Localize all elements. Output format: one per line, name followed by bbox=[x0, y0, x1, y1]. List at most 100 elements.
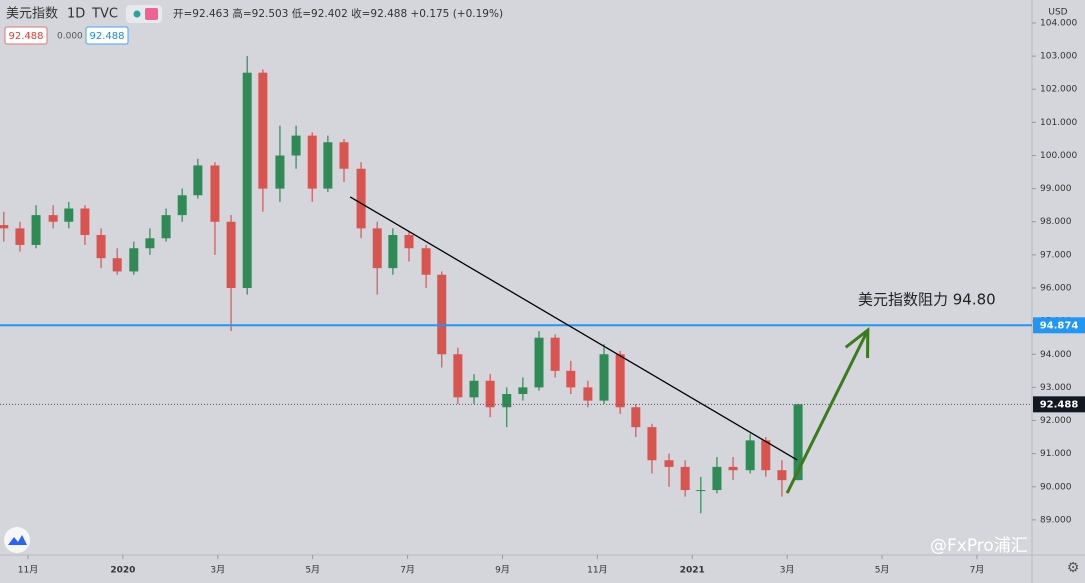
y-tick-label: 93.000 bbox=[1040, 383, 1072, 393]
status-icon bbox=[145, 8, 158, 20]
interval: 1D bbox=[67, 7, 85, 22]
candle-body bbox=[15, 228, 25, 245]
candle-body bbox=[647, 427, 657, 461]
candle-body bbox=[502, 394, 512, 408]
candle-body bbox=[680, 466, 690, 491]
x-tick-label: 3月 bbox=[780, 565, 795, 576]
arrow-head bbox=[844, 326, 870, 359]
candle-body bbox=[275, 155, 285, 189]
candle-body bbox=[518, 387, 528, 395]
candle-body bbox=[80, 208, 90, 235]
candle-body bbox=[226, 221, 236, 289]
y-tick-label: 89.000 bbox=[1040, 515, 1072, 525]
y-unit: USD bbox=[1048, 8, 1067, 18]
candle-body bbox=[712, 466, 722, 491]
candle-body bbox=[193, 165, 203, 196]
candle-body bbox=[242, 72, 252, 289]
candle-body bbox=[339, 142, 349, 169]
status-dot bbox=[133, 10, 141, 18]
logo-mark bbox=[8, 535, 27, 545]
candle-body bbox=[583, 387, 593, 401]
trendline bbox=[349, 196, 798, 461]
candle-body bbox=[664, 460, 674, 467]
x-tick-label: 11月 bbox=[587, 565, 607, 576]
candle-body bbox=[745, 440, 755, 471]
source: TVC bbox=[91, 7, 118, 22]
candle-body bbox=[615, 354, 625, 408]
candle-body bbox=[761, 440, 771, 471]
candle-body bbox=[323, 142, 333, 189]
candle-body bbox=[421, 248, 431, 275]
x-tick-label: 5月 bbox=[875, 565, 890, 576]
candle-body bbox=[534, 337, 544, 388]
candle-body bbox=[129, 248, 139, 272]
badge bbox=[4, 26, 48, 45]
x-tick-label: 9月 bbox=[495, 565, 510, 576]
x-tick-label: 3月 bbox=[210, 565, 225, 576]
arrow bbox=[785, 329, 870, 494]
candle-body bbox=[291, 135, 301, 156]
candle-body bbox=[258, 72, 268, 189]
candle-body bbox=[485, 380, 495, 408]
candle-body bbox=[696, 490, 706, 492]
candle-body bbox=[31, 215, 41, 245]
y-tick-label: 101.000 bbox=[1040, 118, 1077, 128]
candle-body bbox=[793, 404, 803, 481]
candle-body bbox=[112, 258, 122, 272]
header: 美元指数 1D TVC 开=92.463 高=92.503 低=92.402 收… bbox=[4, 5, 503, 45]
candle-body bbox=[161, 215, 171, 239]
y-tick-label: 98.000 bbox=[1040, 217, 1072, 227]
y-tick-label: 92.000 bbox=[1040, 416, 1072, 426]
candle-body bbox=[550, 337, 560, 371]
price-label: 94.874 bbox=[1040, 320, 1079, 331]
candle-body bbox=[64, 208, 74, 222]
y-tick-label: 91.000 bbox=[1040, 449, 1072, 459]
y-tick-label: 103.000 bbox=[1040, 52, 1077, 62]
candle-body bbox=[453, 354, 463, 398]
price-label-bg bbox=[1033, 396, 1085, 413]
badge-text: 92.488 bbox=[90, 31, 125, 42]
y-tick-label: 99.000 bbox=[1040, 184, 1072, 194]
candle-body bbox=[631, 407, 641, 428]
y-tick-label: 102.000 bbox=[1040, 85, 1077, 95]
candle-body bbox=[145, 238, 155, 249]
candle-body bbox=[728, 466, 738, 471]
x-tick-label: 2021 bbox=[680, 566, 705, 576]
candle-body bbox=[0, 225, 9, 229]
candle-body bbox=[437, 274, 447, 355]
badge-text: 92.488 bbox=[9, 31, 44, 42]
candle-body bbox=[777, 470, 787, 481]
x-tick-label: 7月 bbox=[400, 565, 415, 576]
candle-body bbox=[469, 380, 479, 398]
candle-body bbox=[599, 354, 609, 401]
x-tick-label: 7月 bbox=[970, 565, 985, 576]
candle-body bbox=[177, 195, 187, 216]
candle-body bbox=[388, 234, 398, 269]
ohlc: 开=92.463 高=92.503 低=92.402 收=92.488 +0.1… bbox=[173, 7, 503, 20]
candle-body bbox=[566, 370, 576, 388]
price-label-bg bbox=[1033, 317, 1085, 334]
candle-body bbox=[96, 234, 106, 259]
watermark: @FxPro浦汇 bbox=[930, 536, 1028, 556]
settings-icon[interactable]: ⚙ bbox=[1067, 560, 1080, 576]
badge bbox=[85, 26, 129, 45]
price-label: 92.488 bbox=[1040, 399, 1079, 410]
annotation: 美元指数阻力 94.80 bbox=[858, 291, 996, 309]
y-tick-label: 90.000 bbox=[1040, 482, 1072, 492]
y-tick-label: 96.000 bbox=[1040, 284, 1072, 294]
y-tick-label: 100.000 bbox=[1040, 151, 1077, 161]
candle-body bbox=[356, 168, 366, 229]
symbol: 美元指数 bbox=[6, 7, 58, 22]
logo[interactable] bbox=[4, 527, 30, 553]
x-tick-label: 5月 bbox=[305, 565, 320, 576]
candle-body bbox=[404, 234, 414, 249]
x-tick-label: 2020 bbox=[110, 566, 135, 576]
candle-body bbox=[48, 215, 58, 222]
candle-body bbox=[307, 135, 317, 189]
candle-body bbox=[210, 165, 220, 222]
y-tick-label: 104.000 bbox=[1040, 18, 1077, 28]
candle-body bbox=[372, 228, 382, 269]
y-tick-label: 94.000 bbox=[1040, 350, 1072, 360]
